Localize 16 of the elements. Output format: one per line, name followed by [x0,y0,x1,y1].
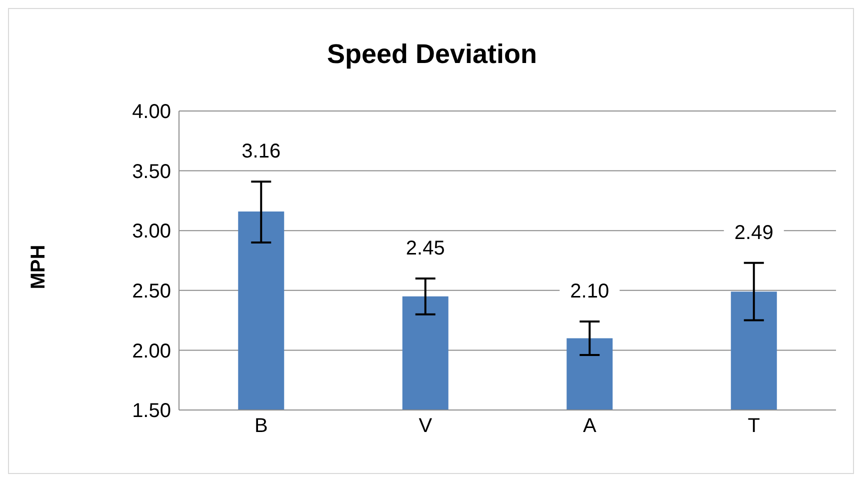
y-tick-label: 2.50 [132,280,171,302]
x-tick-label: T [748,415,760,438]
data-label: 2.49 [734,222,774,244]
data-label: 3.16 [242,140,281,163]
y-axis-title: MPH [28,244,50,290]
data-label: 2.10 [570,280,610,302]
x-tick-label: B [254,415,268,438]
y-tick-label: 4.00 [132,101,171,124]
y-tick-label: 3.00 [132,220,171,243]
x-tick-label: V [418,415,433,438]
x-tick-label: A [582,415,597,438]
data-label: 2.45 [406,237,445,260]
y-tick-label: 1.50 [132,400,171,422]
y-tick-label: 3.50 [132,160,171,183]
chart-title: Speed Deviation [326,39,538,70]
y-tick-label: 2.00 [132,340,171,362]
